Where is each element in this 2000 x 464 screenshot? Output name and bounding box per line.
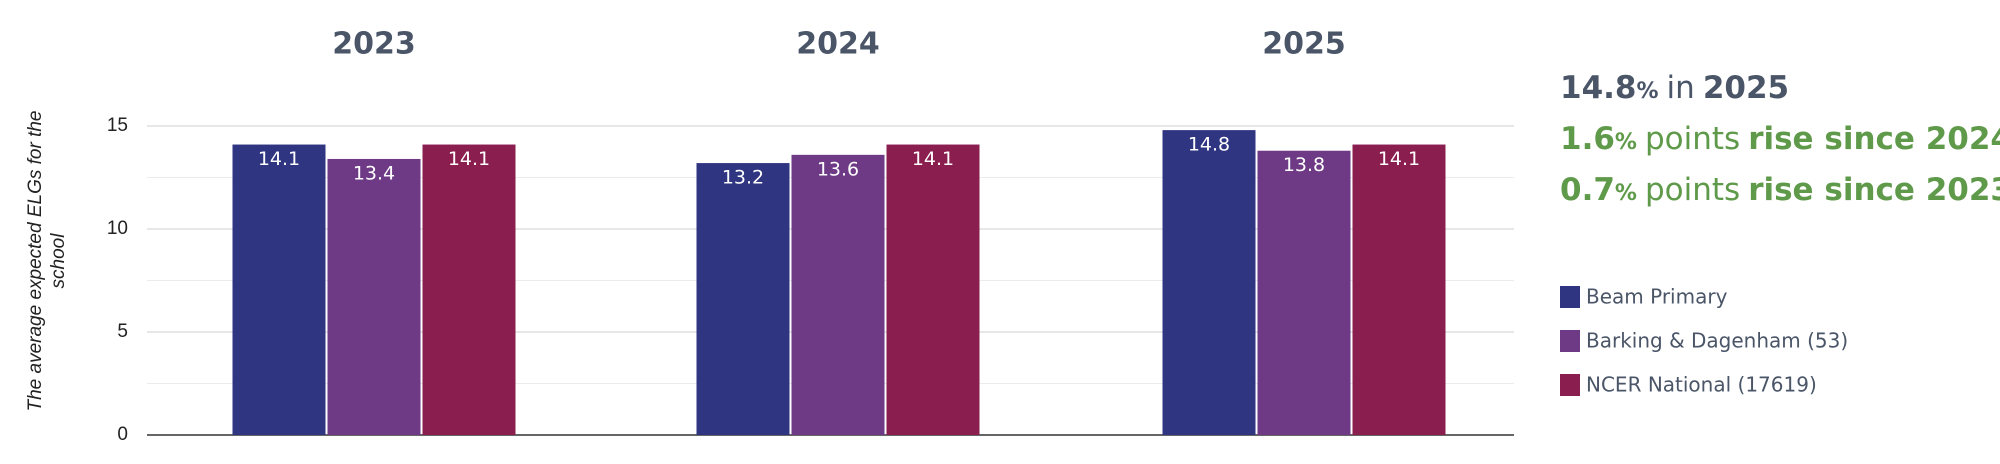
legend-swatch [1560,330,1580,352]
value-label: 14.1 [1378,148,1420,170]
legend-label: NCER National (17619) [1586,373,1817,397]
bar [327,158,421,435]
summary-part: 2025 [1702,70,1790,106]
year-header: 2024 [796,27,880,62]
summary-part: points [1644,121,1741,157]
y-tick-label: 15 [107,115,128,136]
y-tick-label: 0 [117,424,128,445]
summary-part: in [1666,70,1695,106]
y-tick-label: 5 [117,321,128,342]
value-label: 14.8 [1188,134,1230,156]
bar [1352,144,1446,436]
summary-line: 14.8% in 2025 [1560,70,1789,106]
bar [886,144,980,436]
summary-line: 1.6% points rise since 2024 [1560,121,2000,157]
y-tick-label: 10 [107,218,128,239]
summary-line: 0.7% points rise since 2023 [1560,172,2000,208]
legend-label: Beam Primary [1586,285,1728,309]
legend-swatch [1560,374,1580,396]
value-label: 14.1 [912,148,954,170]
summary-part: 0.7 [1560,172,1615,208]
value-label: 13.2 [722,167,764,189]
value-label: 13.6 [817,158,859,180]
legend-swatch [1560,286,1580,308]
summary-part: % [1614,181,1637,206]
bar [791,154,885,435]
year-header: 2025 [1262,27,1346,62]
summary-part: % [1636,79,1659,104]
summary-part: % [1614,130,1637,155]
legend-label: Barking & Dagenham (53) [1586,329,1848,353]
value-label: 13.8 [1283,154,1325,176]
bar [422,144,516,436]
y-axis-label: The average expected ELGs for the school [25,110,69,412]
summary-part: 14.8 [1560,70,1637,106]
year-header: 2023 [332,27,416,62]
value-label: 13.4 [353,162,395,184]
bar [232,144,326,436]
summary-part: rise since 2024 [1748,121,2000,157]
bar [1257,150,1351,435]
summary-part: points [1644,172,1741,208]
value-label: 14.1 [258,148,300,170]
bar [696,163,790,435]
summary-part: rise since 2023 [1748,172,2000,208]
summary-part: 1.6 [1560,121,1615,157]
value-label: 14.1 [448,148,490,170]
bar [1162,130,1256,435]
